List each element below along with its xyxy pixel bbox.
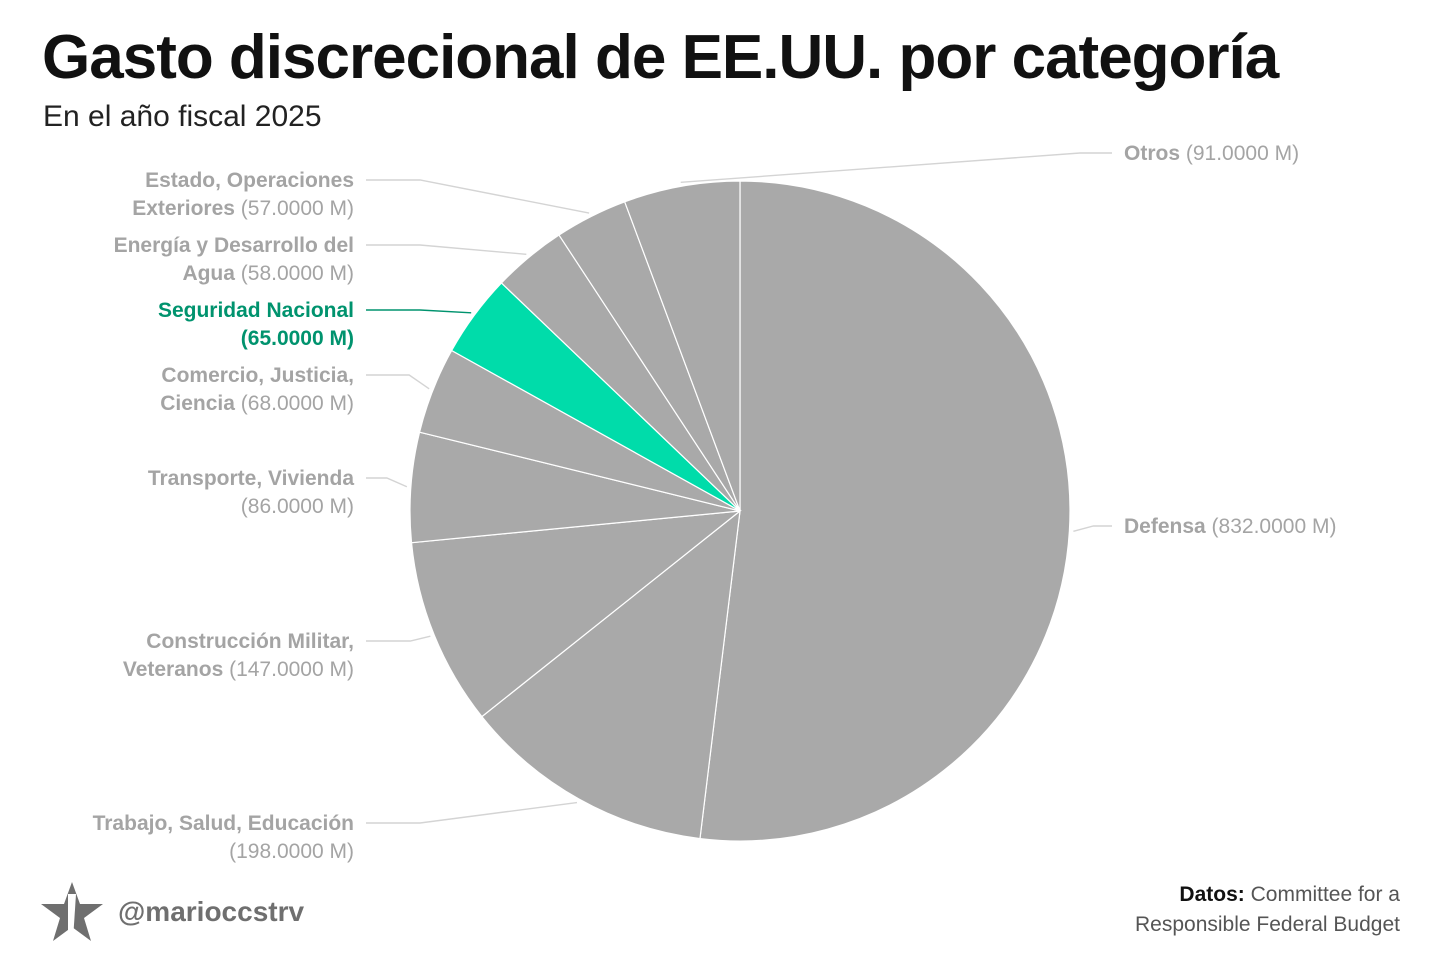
slice-label: Estado, Operaciones Exteriores (57.0000 M… [132, 169, 354, 220]
slice-label: Trabajo, Salud, Educación (198.0000 M) [93, 812, 354, 863]
leader-line [366, 635, 431, 642]
chart-subtitle: En el año fiscal 2025 [43, 100, 322, 133]
leader-line [1073, 525, 1112, 532]
leader-line [680, 152, 1112, 184]
slice-label: Defensa (832.0000 M) [1124, 515, 1336, 538]
star-icon [41, 882, 103, 941]
leader-line [366, 477, 408, 488]
source-label: Datos: [1179, 883, 1245, 906]
leader-line [366, 801, 578, 824]
pie-slice [410, 510, 742, 718]
slice-label: Construcción Militar, Veteranos (147.0000… [123, 630, 354, 681]
source-line-2: Responsible Federal Budget [1134, 913, 1400, 936]
pie-slice [623, 180, 741, 512]
pie-slice [699, 180, 1071, 842]
data-source: Datos: Committee for a Responsible Feder… [1135, 880, 1400, 940]
slice-label: Seguridad Nacional (65.0000 M) [158, 299, 354, 350]
pie-slice [481, 509, 741, 840]
leader-line [366, 374, 430, 390]
author-handle: @marioccstrv [118, 896, 305, 927]
author-credit: @marioccstrv [40, 880, 304, 944]
slice-label: Energía y Desarrollo del Agua (58.0000 M) [114, 234, 354, 285]
slice-label: Comercio, Justicia, Ciencia (68.0000 M) [160, 364, 354, 415]
slice-label: Otros (91.0000 M) [1124, 142, 1299, 165]
chart-title: Gasto discrecional de EE.UU. por categor… [42, 23, 1279, 92]
leader-line [366, 309, 472, 314]
leader-line [366, 179, 590, 214]
source-line-1: Committee for a [1250, 883, 1400, 906]
leader-line [366, 244, 527, 255]
slice-label: Transporte, Vivienda (86.0000 M) [148, 467, 355, 518]
